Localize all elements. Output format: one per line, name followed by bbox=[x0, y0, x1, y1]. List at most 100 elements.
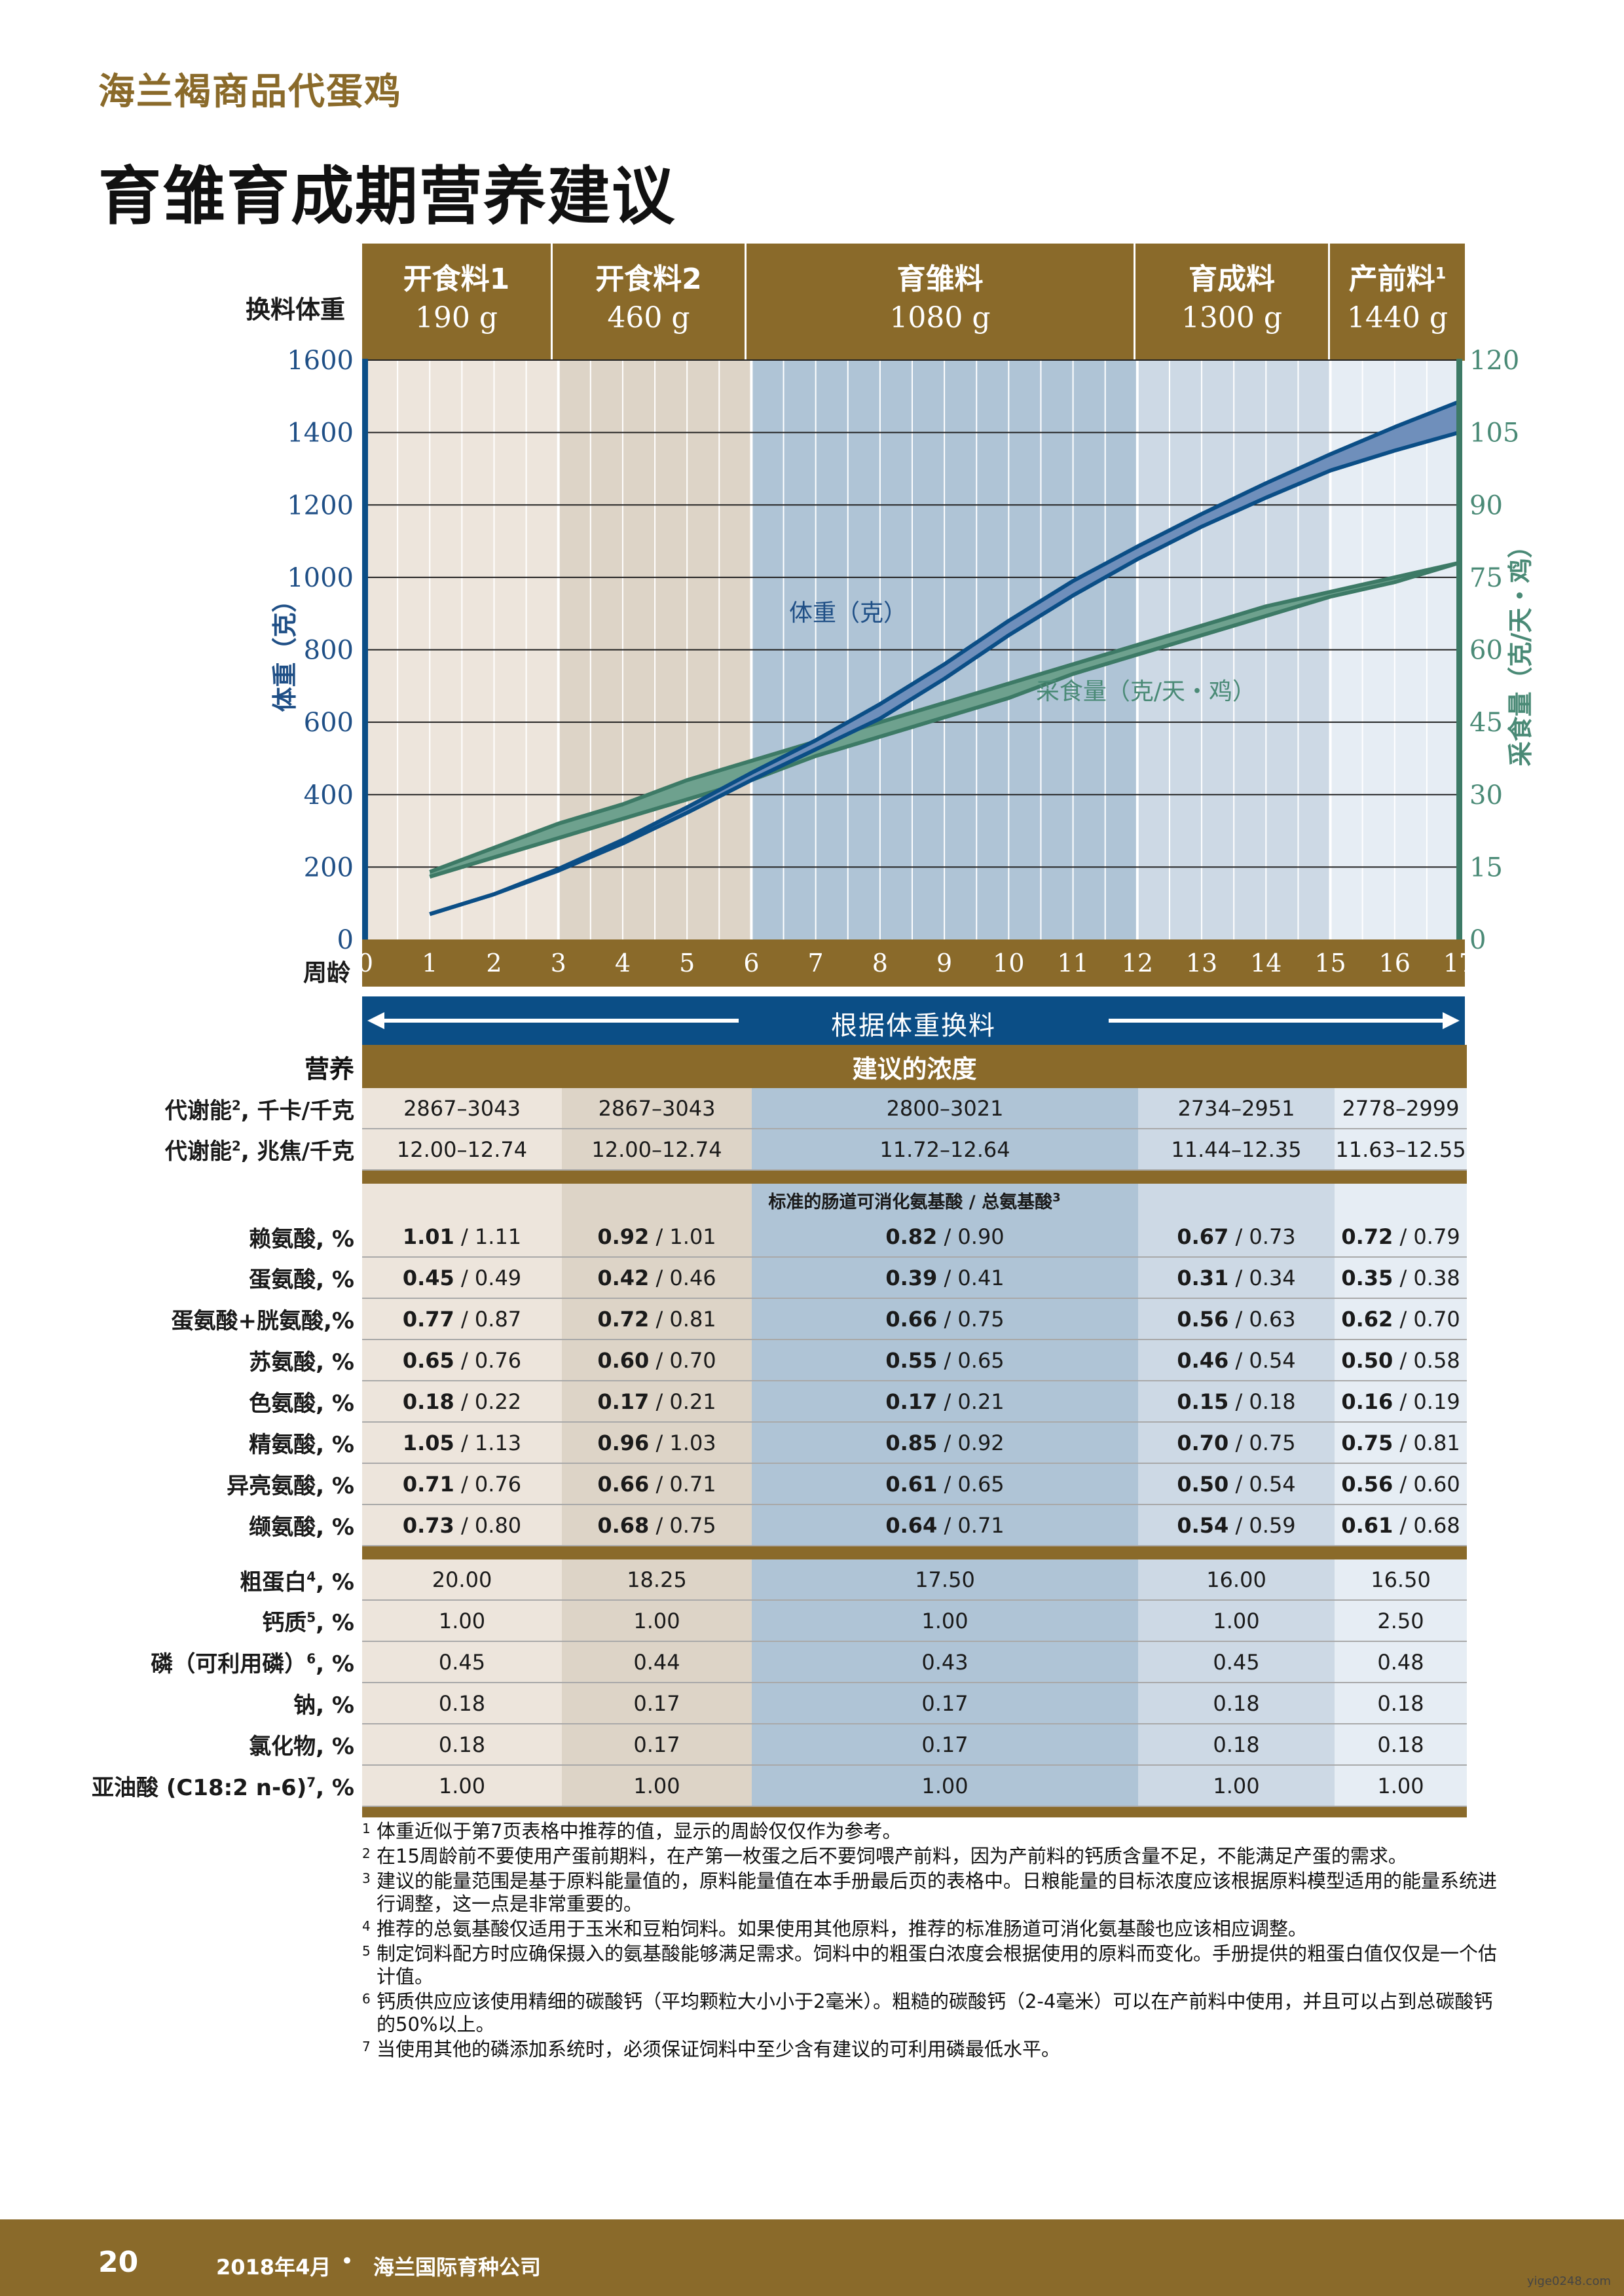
x-tick: 15 bbox=[1314, 949, 1346, 977]
banner-text: 根据体重换料 bbox=[831, 1011, 996, 1041]
y-right-tick: 90 bbox=[1469, 490, 1503, 520]
table-cell: 0.43 bbox=[752, 1641, 1138, 1683]
table-row: 苏氨酸, % 0.65 / 0.76 0.60 / 0.70 0.55 / 0.65 0… bbox=[92, 1339, 1467, 1381]
y-right-tick: 120 bbox=[1469, 346, 1519, 376]
table-header-row: 营养 建议的浓度 bbox=[92, 1045, 1467, 1088]
stage-name: 育雏料 bbox=[896, 263, 984, 296]
row-label: 代谢能2, 千卡/千克 bbox=[92, 1088, 362, 1129]
x-tick: 5 bbox=[679, 949, 695, 977]
separator-row bbox=[92, 1806, 1467, 1817]
y-right-tick: 45 bbox=[1469, 708, 1503, 738]
table-cell: 0.71 / 0.76 bbox=[362, 1463, 562, 1505]
recommended-header: 建议的浓度 bbox=[362, 1045, 1467, 1088]
table-cell: 0.64 / 0.71 bbox=[752, 1504, 1138, 1546]
table-cell: 0.18 bbox=[362, 1683, 562, 1724]
table-cell: 1.01 / 1.11 bbox=[362, 1216, 562, 1258]
row-label: 氯化物, % bbox=[92, 1724, 362, 1765]
footer-date: 2018年4月 bbox=[216, 2255, 331, 2280]
table-cell: 2778–2999 bbox=[1335, 1088, 1467, 1129]
table-cell: 0.61 / 0.65 bbox=[752, 1463, 1138, 1505]
separator-row bbox=[92, 1170, 1467, 1184]
table-cell: 0.17 bbox=[752, 1724, 1138, 1766]
brand-title: 海兰褐商品代蛋鸡 bbox=[98, 71, 402, 113]
row-label: 代谢能2, 兆焦/千克 bbox=[92, 1129, 362, 1170]
separator-blank bbox=[92, 1546, 362, 1559]
table-cell: 0.18 bbox=[1138, 1683, 1335, 1724]
table-cell: 0.39 / 0.41 bbox=[752, 1257, 1138, 1299]
table-cell: 0.73 / 0.80 bbox=[362, 1504, 562, 1546]
y-left-tick: 800 bbox=[304, 636, 354, 666]
row-label: 亚油酸 (C18:2 n-6)7, % bbox=[92, 1765, 362, 1806]
series-label-feed: 采食量（克/天・鸡） bbox=[1036, 678, 1256, 705]
stage-weight: 1080 g bbox=[889, 301, 991, 335]
table-cell: 17.50 bbox=[752, 1559, 1138, 1601]
table-cell: 1.00 bbox=[362, 1600, 562, 1642]
table-row: 异亮氨酸, % 0.71 / 0.76 0.66 / 0.71 0.61 / 0.65… bbox=[92, 1463, 1467, 1505]
table-cell: 0.18 bbox=[1138, 1724, 1335, 1766]
table-cell: 1.00 bbox=[1138, 1600, 1335, 1642]
table-row: 钙质5, % 1.00 1.00 1.00 1.00 2.50 bbox=[92, 1600, 1467, 1642]
row-label: 蛋氨酸+胱氨酸,% bbox=[92, 1298, 362, 1339]
page-title: 育雏育成期营养建议 bbox=[98, 160, 676, 233]
x-tick: 13 bbox=[1186, 949, 1217, 977]
table-cell: 0.17 / 0.21 bbox=[562, 1381, 752, 1423]
y-left-tick: 1200 bbox=[287, 490, 354, 520]
row-label: 缬氨酸, % bbox=[92, 1504, 362, 1546]
table-cell: 20.00 bbox=[362, 1559, 562, 1601]
y-right-axis-title: 采食量（克/天・鸡） bbox=[1506, 534, 1535, 767]
row-label: 钙质5, % bbox=[92, 1600, 362, 1641]
table-cell: 1.00 bbox=[562, 1765, 752, 1807]
table-cell: 0.72 / 0.81 bbox=[562, 1298, 752, 1340]
separator-bar bbox=[362, 1170, 1467, 1184]
stage-weight: 190 g bbox=[415, 301, 498, 335]
weight-change-banner: 根据体重换料 bbox=[362, 996, 1465, 1045]
watermark: yige0248.com bbox=[1526, 2274, 1611, 2288]
table-cell: 0.44 bbox=[562, 1641, 752, 1683]
y-left-tick: 1400 bbox=[287, 418, 354, 448]
weight-change-label: 换料体重 bbox=[246, 295, 346, 324]
left-axis-line bbox=[362, 359, 368, 941]
table-row: 代谢能2, 兆焦/千克 12.00–12.74 12.00–12.74 11.72–1… bbox=[92, 1129, 1467, 1171]
table-cell: 0.96 / 1.03 bbox=[562, 1422, 752, 1464]
series-lower-line bbox=[429, 560, 1460, 879]
table-cell: 0.67 / 0.73 bbox=[1138, 1216, 1335, 1258]
footnote: 7 当使用其他的磷添加系统时，必须保证饲料中至少含有建议的可利用磷最低水平。 bbox=[362, 2038, 1061, 2060]
table-cell: 1.00 bbox=[752, 1600, 1138, 1642]
footnote: 5 制定饲料配方时应确保摄入的氨基酸能够满足需求。饲料中的粗蛋白浓度会根据使用的原… bbox=[362, 1942, 1498, 1988]
y-left-tick: 400 bbox=[304, 780, 354, 811]
table-cell: 1.00 bbox=[1138, 1765, 1335, 1807]
nutrition-table: 营养 建议的浓度 代谢能2, 千卡/千克 2867–3043 2867–3043 28… bbox=[92, 1045, 1467, 1817]
x-tick: 0 bbox=[358, 949, 373, 977]
stage-grower: 育雏料 1080 g bbox=[747, 244, 1135, 361]
growth-chart: 0200400600800100012001400160001530456075… bbox=[270, 346, 1535, 987]
table-cell: 0.60 / 0.70 bbox=[562, 1339, 752, 1381]
x-tick: 7 bbox=[808, 949, 824, 977]
x-tick: 11 bbox=[1057, 949, 1088, 977]
y-left-tick: 0 bbox=[337, 925, 354, 955]
table-row: 蛋氨酸, % 0.45 / 0.49 0.42 / 0.46 0.39 / 0.41 0… bbox=[92, 1257, 1467, 1299]
table-cell: 0.46 / 0.54 bbox=[1138, 1339, 1335, 1381]
table-cell: 0.50 / 0.58 bbox=[1335, 1339, 1467, 1381]
stage-weight: 460 g bbox=[607, 301, 690, 335]
series-lower-line bbox=[429, 430, 1460, 917]
table-cell: 0.16 / 0.19 bbox=[1335, 1381, 1467, 1423]
stage-starter2: 开食料2 460 g bbox=[553, 244, 747, 361]
x-tick: 1 bbox=[422, 949, 437, 977]
table-cell: 0.31 / 0.34 bbox=[1138, 1257, 1335, 1299]
table-cell: 0.18 bbox=[1335, 1724, 1467, 1766]
table-cell: 0.50 / 0.54 bbox=[1138, 1463, 1335, 1505]
table-cell: 0.45 / 0.49 bbox=[362, 1257, 562, 1299]
x-tick: 3 bbox=[551, 949, 566, 977]
row-label: 异亮氨酸, % bbox=[92, 1463, 362, 1504]
x-tick: 4 bbox=[615, 949, 631, 977]
nutrition-header: 营养 bbox=[92, 1045, 362, 1088]
y-left-tick: 1000 bbox=[287, 563, 354, 593]
y-left-tick: 200 bbox=[304, 852, 354, 883]
arrow-right-icon bbox=[1443, 1012, 1460, 1029]
table-cell: 18.25 bbox=[562, 1559, 752, 1601]
stage-weight: 1440 g bbox=[1346, 301, 1449, 335]
table-cell: 0.66 / 0.75 bbox=[752, 1298, 1138, 1340]
row-label: 磷（可利用磷）6, % bbox=[92, 1641, 362, 1683]
table-cell: 0.18 / 0.22 bbox=[362, 1381, 562, 1423]
table-cell: 2734–2951 bbox=[1138, 1088, 1335, 1129]
